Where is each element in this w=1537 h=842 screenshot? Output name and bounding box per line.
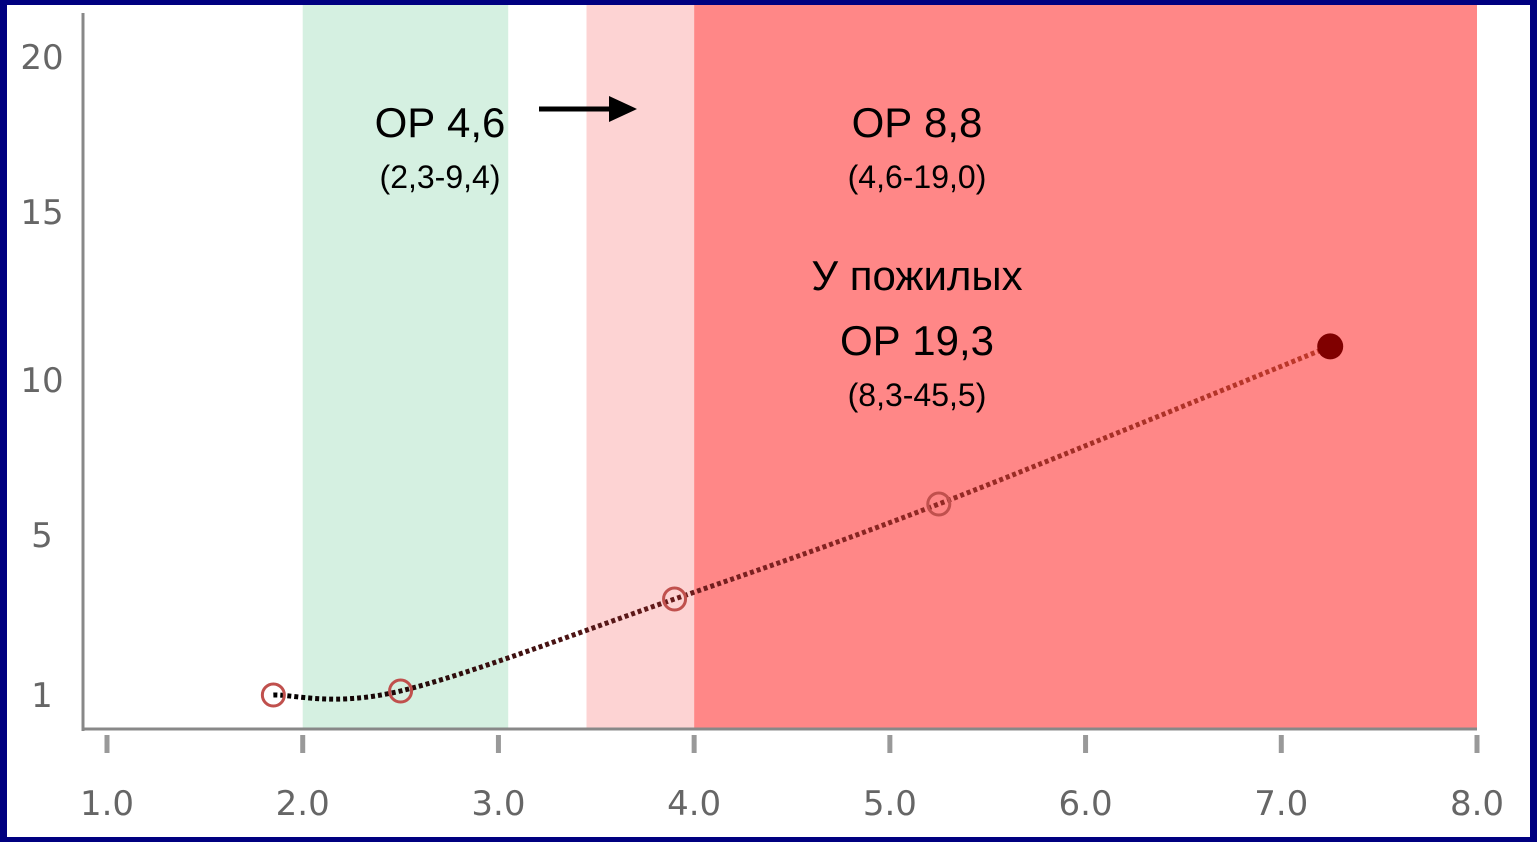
light-red-band (586, 5, 695, 729)
annotation-rr1-ci: (2,3-9,4) (380, 159, 501, 195)
series-layer (260, 333, 1344, 708)
data-point-filled (1317, 333, 1344, 360)
annotation-rr2-main: ОР 8,8 (852, 99, 983, 146)
annotation-elderly-label: У пожилых (811, 252, 1022, 299)
annotation-rr2-ci: (4,6-19,0) (848, 159, 987, 195)
y-tick-label: 15 (20, 193, 63, 233)
annotation-elderly: У пожилых ОР 19,3 (8,3-45,5) (811, 252, 1022, 413)
annotation-rr1-main: ОР 4,6 (375, 99, 506, 146)
annotation-elderly-main: ОР 19,3 (840, 317, 994, 364)
annotation-rr2: ОР 8,8 (4,6-19,0) (848, 99, 987, 195)
x-tick-label: 5.0 (863, 784, 917, 824)
bands-layer (302, 5, 1477, 729)
x-tick-label: 8.0 (1450, 784, 1504, 824)
series-line (273, 344, 1332, 702)
data-point-open (926, 491, 952, 517)
data-point-open (388, 678, 414, 704)
x-tick-label: 4.0 (667, 784, 721, 824)
y-tick-label: 1 (31, 676, 53, 716)
x-tick-label: 2.0 (276, 784, 330, 824)
green-band (302, 5, 509, 729)
x-tick-label: 3.0 (471, 784, 525, 824)
data-point-open (662, 586, 688, 612)
annotation-elderly-ci: (8,3-45,5) (848, 377, 987, 413)
arrow-right-icon (539, 96, 637, 122)
y-tick-label: 20 (20, 38, 63, 78)
x-tick-label: 6.0 (1059, 784, 1113, 824)
y-tick-label: 10 (20, 361, 63, 401)
chart-frame: 1.0 2.0 3.0 4.0 5.0 6.0 7.0 8.0 1 5 10 15 20 ОР 4,6 … (7, 5, 1530, 837)
annotation-rr1: ОР 4,6 (2,3-9,4) (375, 96, 637, 195)
data-point-open (260, 682, 286, 708)
red-band (694, 5, 1477, 729)
y-tick-label: 5 (31, 516, 53, 556)
x-tick-label: 7.0 (1254, 784, 1308, 824)
x-tick-label: 1.0 (80, 784, 134, 824)
